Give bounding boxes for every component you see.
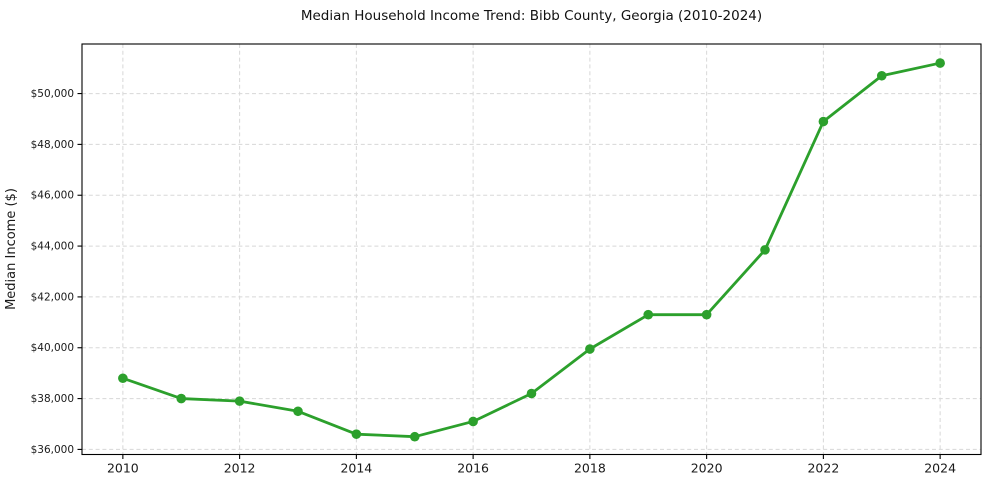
- y-tick-label: $40,000: [31, 342, 74, 354]
- x-tick-label: 2020: [691, 461, 723, 476]
- data-point-2016: [468, 416, 478, 427]
- x-tick-label: 2018: [574, 461, 606, 476]
- y-tick-label: $48,000: [31, 139, 74, 151]
- data-point-2014: [351, 429, 362, 439]
- y-tick-label: $36,000: [31, 444, 74, 456]
- data-point-2012: [234, 396, 245, 406]
- data-point-2024: [935, 58, 945, 68]
- x-tick-label: 2016: [457, 461, 489, 476]
- x-tick-label: 2012: [224, 461, 256, 476]
- x-tick-label: 2010: [107, 461, 139, 476]
- y-tick-label: $46,000: [31, 190, 74, 202]
- x-tick-label: 2014: [340, 461, 372, 476]
- y-axis-label: Median Income ($): [4, 188, 19, 310]
- data-point-2018: [585, 344, 595, 354]
- plot-border: [81, 43, 982, 456]
- data-point-2019: [643, 309, 654, 320]
- y-tick-label: $42,000: [31, 291, 74, 303]
- x-tick-label: 2022: [807, 461, 839, 476]
- y-tick-label: $44,000: [31, 241, 74, 253]
- chart-title: Median Household Income Trend: Bibb Coun…: [300, 8, 763, 24]
- data-point-2011: [176, 393, 187, 404]
- data-point-2010: [118, 373, 128, 384]
- data-point-2022: [818, 116, 829, 127]
- data-point-2021: [760, 245, 770, 255]
- data-point-2013: [293, 406, 303, 417]
- data-point-2023: [876, 70, 887, 81]
- x-tick-label: 2024: [924, 461, 956, 476]
- y-tick-label: $38,000: [31, 393, 74, 405]
- y-tick-label: $50,000: [31, 88, 74, 100]
- data-point-2015: [409, 431, 420, 442]
- data-point-2017: [526, 388, 537, 399]
- data-point-2020: [701, 309, 712, 320]
- trend-line: [121, 61, 942, 439]
